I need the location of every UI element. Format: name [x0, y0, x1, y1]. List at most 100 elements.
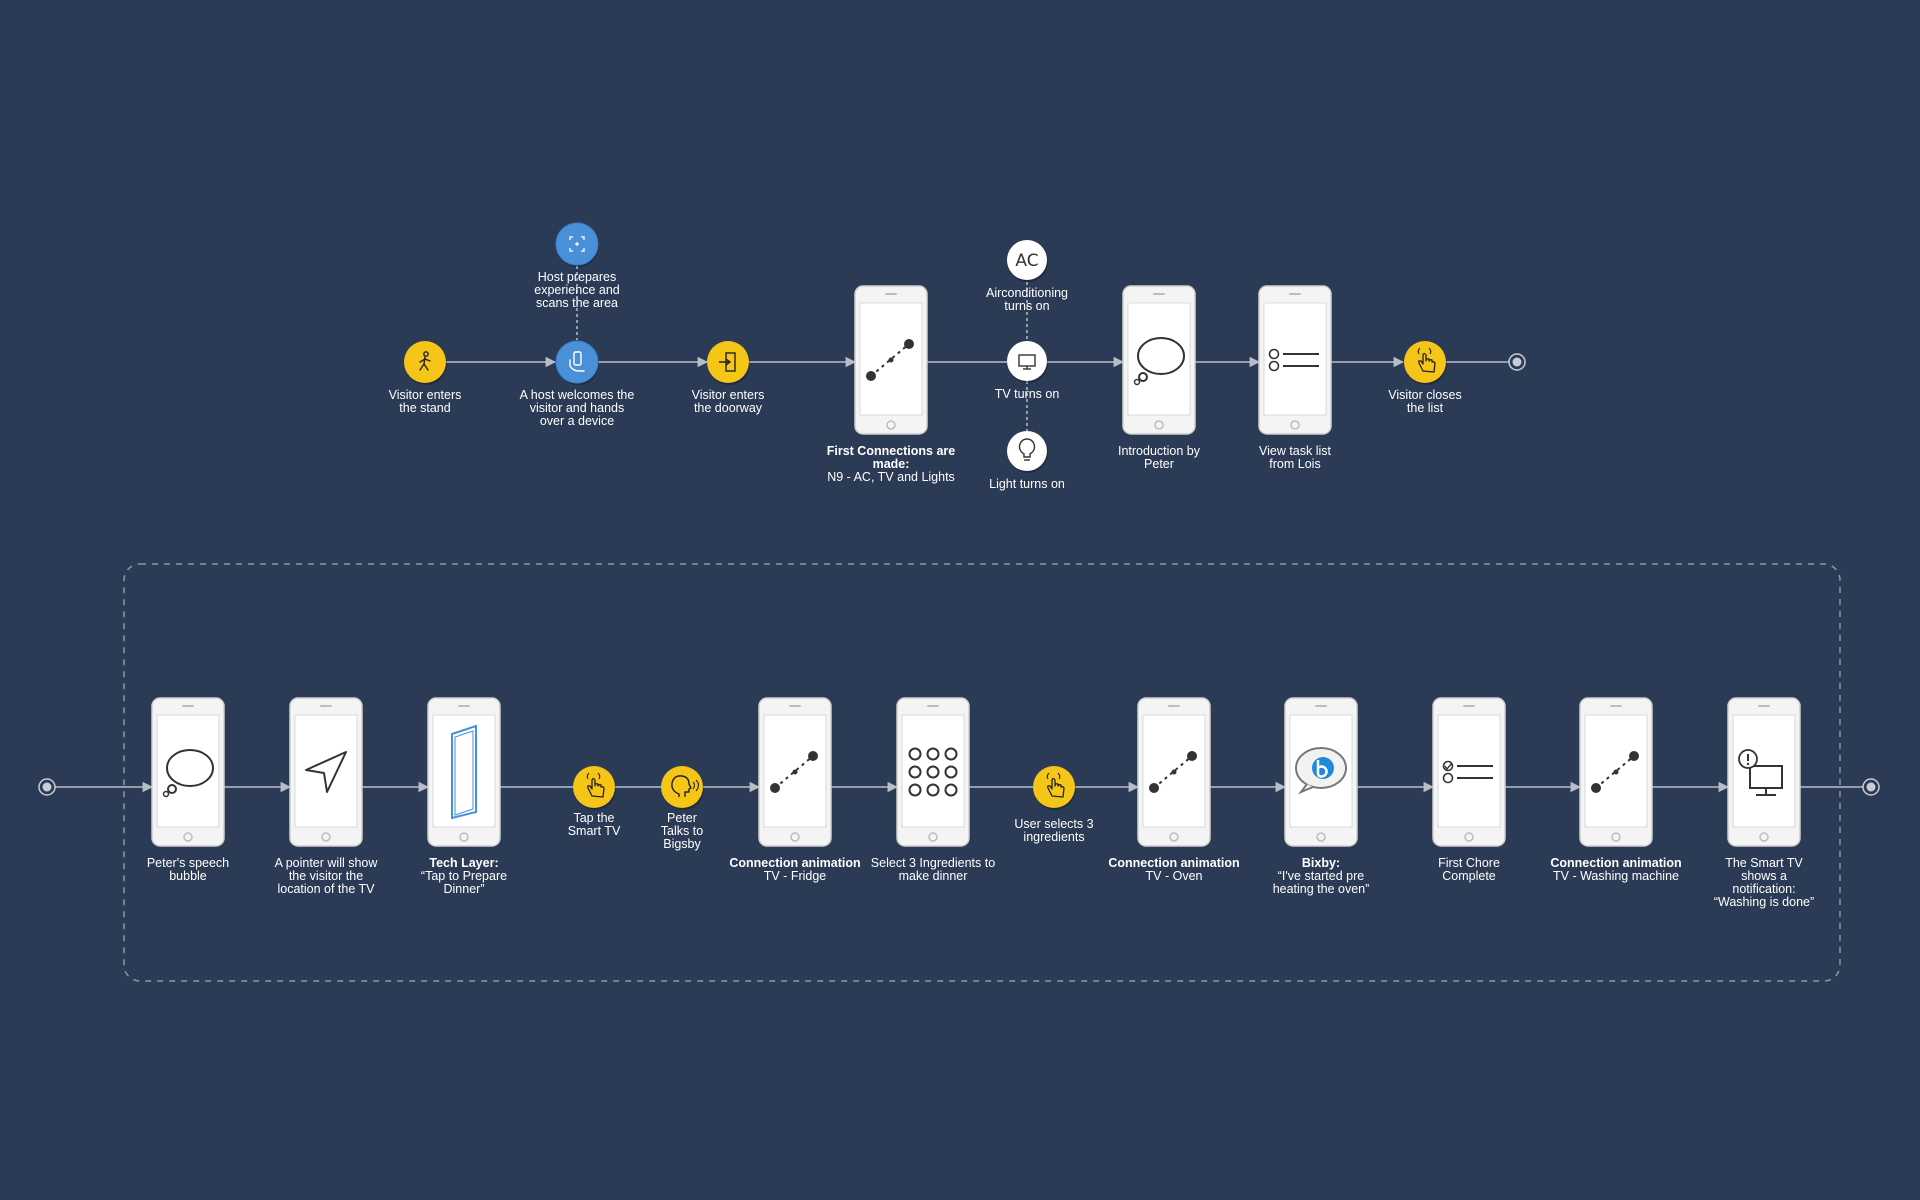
bixby-bubble-icon [1295, 747, 1347, 795]
start-dot-icon [42, 782, 52, 792]
visitor-enters-doorway-label: Visitor enters the doorway [653, 389, 803, 415]
tap-smart-tv-node[interactable] [573, 766, 616, 810]
conn-washer-label-text: TV - Washing machine [1553, 869, 1679, 883]
intro-peter-phone[interactable] [1122, 285, 1196, 435]
visitor-closes-node[interactable] [1404, 341, 1447, 385]
first-chore-label-text: First Chore Complete [1438, 856, 1500, 883]
smart-tv-notify-phone[interactable] [1727, 697, 1801, 847]
visitor-enters-doorway-node[interactable] [707, 341, 750, 385]
checked-list-icon [1442, 760, 1493, 784]
conn-oven-label-text: TV - Oven [1145, 869, 1203, 883]
ac-on-label-text: Airconditioning turns on [986, 286, 1068, 313]
smart-tv-notify-label-text: The Smart TV shows a notification: “Wash… [1713, 856, 1815, 909]
speech-bubble-icon [1133, 337, 1185, 386]
connection-line-icon [770, 751, 818, 793]
tap-hand-icon [586, 772, 605, 798]
task-list-label: View task list from Lois [1220, 445, 1370, 471]
light-on-label: Light turns on [952, 478, 1102, 491]
speech-bubble-icon [162, 749, 214, 798]
ac-on-label: Airconditioning turns on [952, 287, 1102, 313]
conn-washer-label: Connection animation TV - Washing machine [1541, 857, 1691, 883]
conn-fridge-label: Connection animation TV - Fridge [720, 857, 870, 883]
ac-on-node[interactable]: AC [1007, 240, 1048, 282]
first-connections-label: First Connections are made: N9 - AC, TV a… [816, 445, 966, 484]
visitor-closes-label-text: Visitor closes the list [1388, 388, 1462, 415]
tap-smart-tv-label-text: Tap the Smart TV [567, 811, 621, 838]
user-selects-node[interactable] [1033, 766, 1076, 810]
bixby-label-title: Bixby: [1301, 856, 1341, 870]
light-bulb-icon [1018, 438, 1036, 461]
visitor-enters-stand-label: Visitor enters the stand [350, 389, 500, 415]
task-list-phone[interactable] [1258, 285, 1332, 435]
row2-end [1862, 778, 1880, 796]
end-dot-icon [1866, 782, 1876, 792]
visitor-enters-stand-node[interactable] [404, 341, 447, 385]
intro-peter-label-text: Introduction by Peter [1118, 444, 1200, 471]
peter-talks-label: Peter Talks to Bigsby [607, 812, 757, 851]
tech-layer-label-title: Tech Layer: [429, 856, 499, 870]
tv-on-label-text: TV turns on [994, 387, 1060, 401]
light-on-node[interactable] [1007, 431, 1048, 473]
connection-line-icon [1591, 751, 1639, 793]
task-list-label-text: View task list from Lois [1258, 444, 1331, 471]
tech-layer-label-text: “Tap to Prepare Dinner” [420, 869, 508, 896]
host-prepares-node[interactable] [555, 222, 599, 267]
walking-person-icon [419, 351, 431, 371]
bixby-phone[interactable] [1284, 697, 1358, 847]
host-welcomes-label-text: A host welcomes the visitor and hands ov… [519, 388, 635, 428]
speech-bubble-label-text: Peter's speech bubble [146, 856, 230, 883]
smart-tv-notify-label: The Smart TV shows a notification: “Wash… [1689, 857, 1839, 909]
tap-hand-icon [1046, 772, 1065, 798]
svg-text:AC: AC [1015, 251, 1038, 271]
pointer-arrow-icon [305, 751, 347, 793]
host-welcomes-label: A host welcomes the visitor and hands ov… [502, 389, 652, 428]
conn-fridge-label-text: TV - Fridge [763, 869, 827, 883]
conn-washer-phone[interactable] [1579, 697, 1653, 847]
hand-holding-device-icon [569, 351, 585, 372]
conn-fridge-label-title: Connection animation [729, 856, 861, 870]
conn-oven-label-title: Connection animation [1108, 856, 1240, 870]
tv-on-node[interactable] [1007, 341, 1048, 383]
conn-oven-label: Connection animation TV - Oven [1099, 857, 1249, 883]
light-on-label-text: Light turns on [989, 477, 1065, 491]
select-ingredients-label: Select 3 Ingredients to make dinner [858, 857, 1008, 883]
first-chore-label: First Chore Complete [1394, 857, 1544, 883]
select-ingredients-phone[interactable] [896, 697, 970, 847]
talking-head-icon [671, 775, 700, 797]
user-selects-label-text: User selects 3 ingredients [1014, 817, 1094, 844]
tv-on-label: TV turns on [952, 388, 1102, 401]
end-dot-icon [1512, 357, 1522, 367]
first-chore-phone[interactable] [1432, 697, 1506, 847]
row2-start [38, 778, 56, 796]
tech-layer-icon [451, 724, 477, 820]
connection-line-icon [1149, 751, 1197, 793]
host-welcomes-node[interactable] [555, 340, 599, 385]
bixby-label: Bixby: “I've started pre heating the oven… [1246, 857, 1396, 896]
conn-oven-phone[interactable] [1137, 697, 1211, 847]
pointer-label: A pointer will show the visitor the loca… [251, 857, 401, 896]
first-connections-label-title: First Connections are made: [826, 444, 956, 471]
select-ingredients-label-text: Select 3 Ingredients to make dinner [870, 856, 996, 883]
visitor-enters-stand-label-text: Visitor enters the stand [388, 388, 462, 415]
grid-dots-icon [908, 747, 958, 797]
peter-talks-node[interactable] [661, 766, 704, 810]
speech-bubble-label: Peter's speech bubble [113, 857, 263, 883]
pointer-phone[interactable] [289, 697, 363, 847]
host-prepares-label: Host prepares experience and scans the a… [502, 271, 652, 310]
row1-end [1508, 353, 1526, 371]
visitor-enters-doorway-label-text: Visitor enters the doorway [691, 388, 765, 415]
conn-fridge-phone[interactable] [758, 697, 832, 847]
first-connections-label-text: N9 - AC, TV and Lights [827, 470, 955, 484]
tech-layer-label: Tech Layer: “Tap to Prepare Dinner” [389, 857, 539, 896]
bixby-label-text: “I've started pre heating the oven” [1272, 869, 1370, 896]
scan-area-icon [569, 236, 585, 252]
tech-layer-phone[interactable] [427, 697, 501, 847]
host-prepares-label-text: Host prepares experience and scans the a… [534, 270, 620, 310]
pointer-label-text: A pointer will show the visitor the loca… [274, 856, 378, 896]
conn-washer-label-title: Connection animation [1550, 856, 1682, 870]
connection-line-icon [866, 339, 914, 381]
first-connections-phone[interactable] [854, 285, 928, 435]
speech-bubble-phone[interactable] [151, 697, 225, 847]
